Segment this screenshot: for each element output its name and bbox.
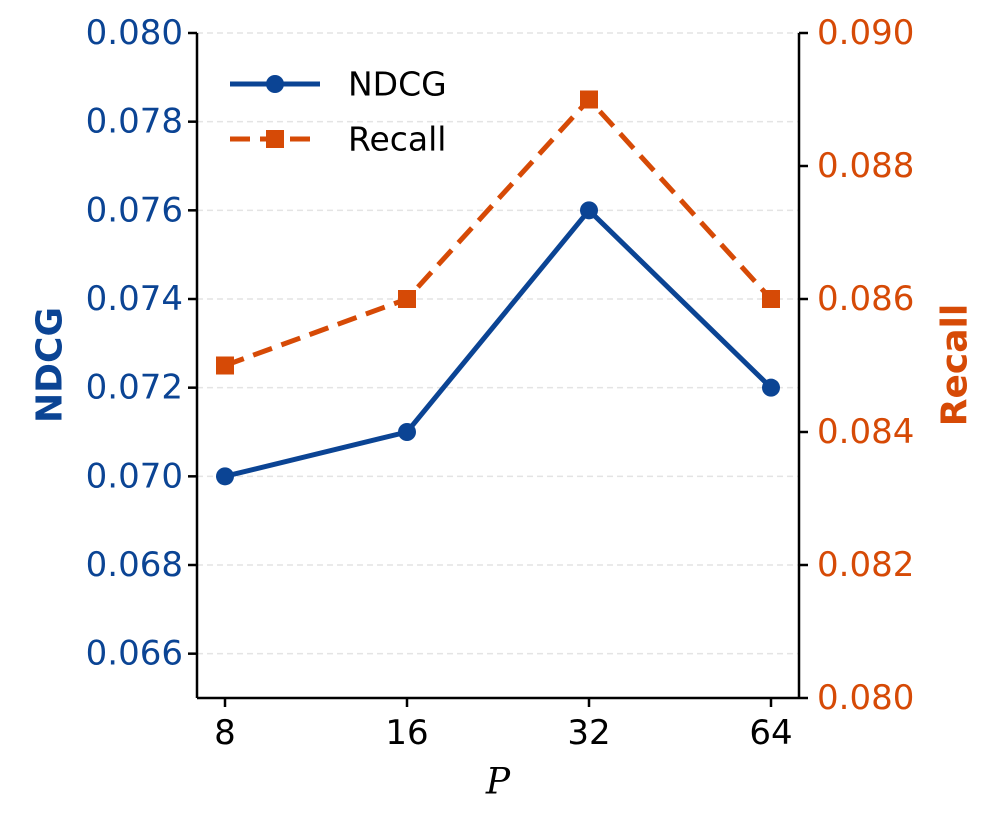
right-axis-title: Recall — [935, 304, 976, 426]
right-tick-label: 0.088 — [817, 146, 914, 186]
left-axis-title: NDCG — [30, 307, 71, 423]
left-tick-label: 0.080 — [86, 13, 183, 53]
right-tick-label: 0.084 — [817, 412, 914, 452]
ndcg-line — [224, 206, 773, 479]
series-layer — [216, 90, 780, 486]
left-tick-label: 0.066 — [86, 634, 183, 674]
legend-label: Recall — [348, 120, 446, 159]
left-tick-label: 0.072 — [86, 368, 183, 408]
right-tick-label: 0.080 — [817, 678, 914, 718]
recall-point — [398, 290, 416, 308]
ndcg-point — [762, 378, 780, 397]
ndcg-point — [580, 201, 598, 220]
ndcg-point — [216, 467, 234, 486]
right-tick-label: 0.082 — [817, 545, 914, 585]
left-tick-label: 0.068 — [86, 545, 183, 585]
left-tick-label: 0.070 — [86, 456, 183, 496]
x-tick-label: 8 — [214, 713, 236, 753]
right-axis-ticks: 0.080 0.082 0.084 0.086 0.088 0.090 — [799, 13, 914, 718]
series-recall — [216, 90, 780, 375]
legend-item-ndcg: NDCG — [230, 65, 447, 104]
x-tick-label: 32 — [567, 713, 610, 753]
left-tick-label: 0.078 — [86, 102, 183, 142]
recall-point — [762, 290, 780, 308]
x-axis-ticks: 8 16 32 64 — [214, 698, 793, 753]
legend: NDCG Recall — [230, 65, 447, 159]
x-tick-label: 16 — [385, 713, 428, 753]
legend-label: NDCG — [348, 65, 447, 104]
recall-point — [580, 90, 598, 109]
legend-marker — [266, 75, 284, 93]
recall-line — [224, 95, 773, 368]
ndcg-point — [398, 423, 416, 441]
legend-marker — [266, 130, 284, 148]
right-tick-label: 0.086 — [817, 279, 914, 319]
right-tick-label: 0.090 — [817, 13, 914, 53]
legend-item-recall: Recall — [230, 120, 446, 159]
series-ndcg — [216, 201, 780, 486]
grid-lines — [197, 32, 799, 655]
left-tick-label: 0.074 — [86, 279, 183, 319]
left-axis-ticks: 0.066 0.068 0.070 0.072 0.074 0.076 0.078 0.080 — [86, 13, 197, 674]
recall-point — [216, 356, 234, 375]
x-tick-label: 64 — [749, 713, 792, 753]
left-tick-label: 0.076 — [86, 190, 183, 230]
x-axis-title: P — [485, 762, 511, 803]
axes — [195, 33, 801, 700]
